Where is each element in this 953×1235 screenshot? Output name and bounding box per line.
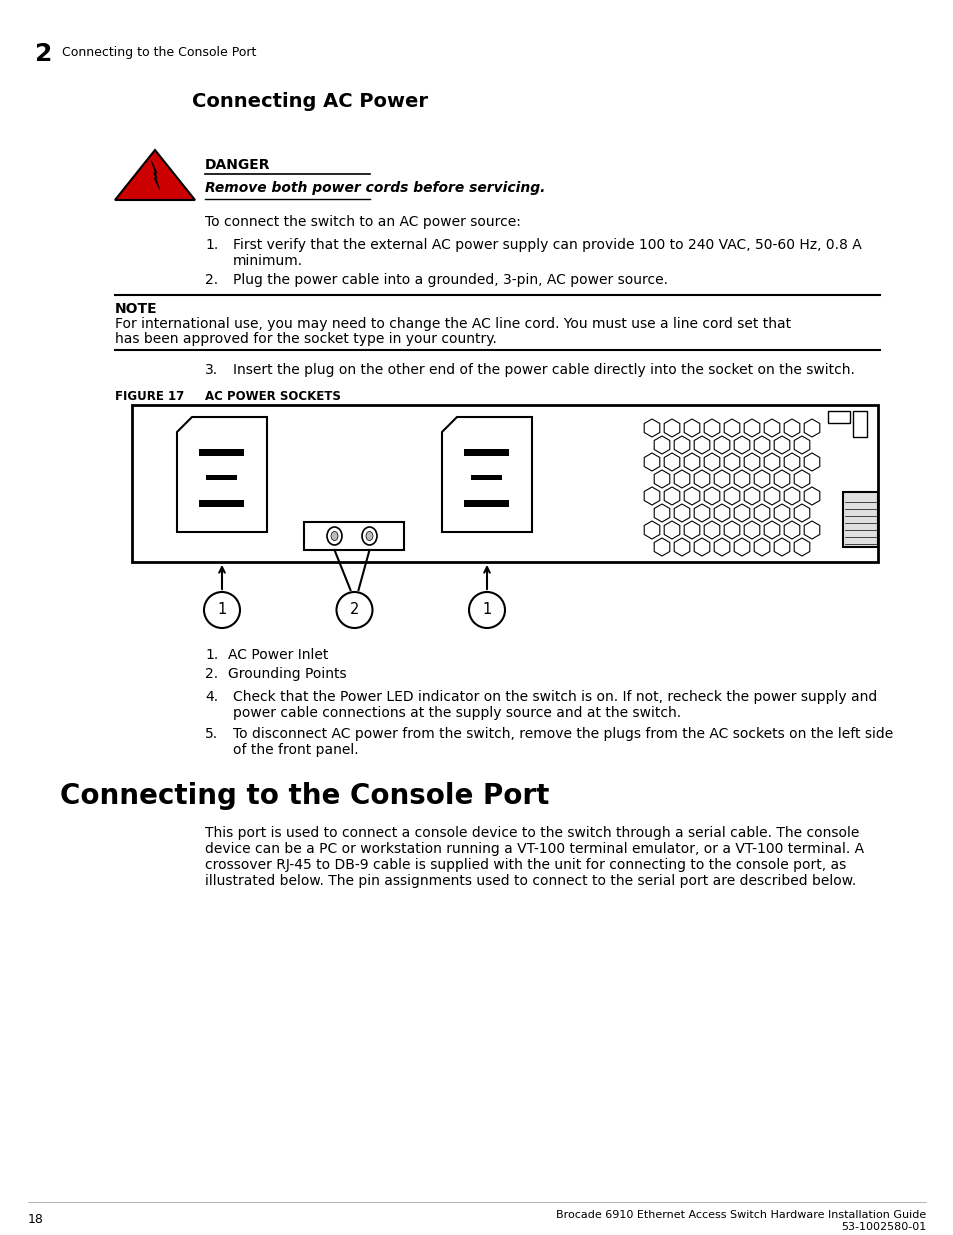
Text: 5.: 5.	[205, 727, 218, 741]
Polygon shape	[115, 149, 194, 200]
Text: Check that the Power LED indicator on the switch is on. If not, recheck the powe: Check that the Power LED indicator on th…	[233, 690, 877, 704]
Text: 2: 2	[35, 42, 52, 65]
Ellipse shape	[361, 527, 376, 545]
Text: FIGURE 17: FIGURE 17	[115, 390, 184, 403]
Text: crossover RJ-45 to DB-9 cable is supplied with the unit for connecting to the co: crossover RJ-45 to DB-9 cable is supplie…	[205, 858, 845, 872]
Bar	[199, 500, 244, 508]
Bar	[471, 474, 502, 480]
Text: Connecting AC Power: Connecting AC Power	[192, 91, 428, 111]
Text: For international use, you may need to change the AC line cord. You must use a l: For international use, you may need to c…	[115, 317, 790, 331]
Ellipse shape	[366, 531, 373, 541]
Circle shape	[469, 592, 504, 629]
Text: Connecting to the Console Port: Connecting to the Console Port	[60, 782, 549, 810]
Text: minimum.: minimum.	[233, 254, 303, 268]
Text: 1: 1	[482, 603, 491, 618]
Text: AC Power Inlet: AC Power Inlet	[228, 648, 328, 662]
Bar	[132, 405, 877, 562]
Text: 18: 18	[28, 1213, 44, 1226]
Text: Brocade 6910 Ethernet Access Switch Hardware Installation Guide: Brocade 6910 Ethernet Access Switch Hard…	[556, 1210, 925, 1220]
Bar	[206, 474, 237, 480]
Circle shape	[204, 592, 240, 629]
Text: NOTE: NOTE	[115, 303, 157, 316]
Text: 53-1002580-01: 53-1002580-01	[840, 1221, 925, 1233]
Text: of the front panel.: of the front panel.	[233, 743, 358, 757]
Text: 2: 2	[350, 603, 359, 618]
Bar	[852, 411, 866, 437]
Circle shape	[336, 592, 372, 629]
Text: 2.: 2.	[205, 273, 218, 287]
Text: Insert the plug on the other end of the power cable directly into the socket on : Insert the plug on the other end of the …	[233, 363, 854, 377]
Ellipse shape	[327, 527, 341, 545]
Text: To disconnect AC power from the switch, remove the plugs from the AC sockets on : To disconnect AC power from the switch, …	[233, 727, 892, 741]
Bar	[199, 450, 244, 456]
Text: illustrated below. The pin assignments used to connect to the serial port are de: illustrated below. The pin assignments u…	[205, 874, 856, 888]
Text: To connect the switch to an AC power source:: To connect the switch to an AC power sou…	[205, 215, 520, 228]
Ellipse shape	[331, 531, 337, 541]
Text: Grounding Points: Grounding Points	[228, 667, 346, 680]
Text: This port is used to connect a console device to the switch through a serial cab: This port is used to connect a console d…	[205, 826, 859, 840]
Text: Connecting to the Console Port: Connecting to the Console Port	[62, 46, 256, 59]
Text: 1.: 1.	[205, 648, 218, 662]
Text: 1.: 1.	[205, 238, 218, 252]
Text: First verify that the external AC power supply can provide 100 to 240 VAC, 50-60: First verify that the external AC power …	[233, 238, 861, 252]
Text: 4.: 4.	[205, 690, 218, 704]
Text: DANGER: DANGER	[205, 158, 271, 172]
Bar	[464, 500, 509, 508]
Text: Plug the power cable into a grounded, 3-pin, AC power source.: Plug the power cable into a grounded, 3-…	[233, 273, 667, 287]
Text: AC POWER SOCKETS: AC POWER SOCKETS	[205, 390, 340, 403]
Text: 1: 1	[217, 603, 227, 618]
Bar	[842, 492, 877, 547]
Bar	[464, 450, 509, 456]
Text: Remove both power cords before servicing.: Remove both power cords before servicing…	[205, 182, 545, 195]
Text: has been approved for the socket type in your country.: has been approved for the socket type in…	[115, 332, 497, 346]
Polygon shape	[151, 161, 160, 190]
Bar	[304, 522, 404, 550]
Text: 3.: 3.	[205, 363, 218, 377]
Bar	[827, 411, 849, 424]
Text: 2.: 2.	[205, 667, 218, 680]
Text: power cable connections at the supply source and at the switch.: power cable connections at the supply so…	[233, 706, 680, 720]
Polygon shape	[177, 417, 267, 532]
Polygon shape	[441, 417, 532, 532]
Text: device can be a PC or workstation running a VT-100 terminal emulator, or a VT-10: device can be a PC or workstation runnin…	[205, 842, 863, 856]
